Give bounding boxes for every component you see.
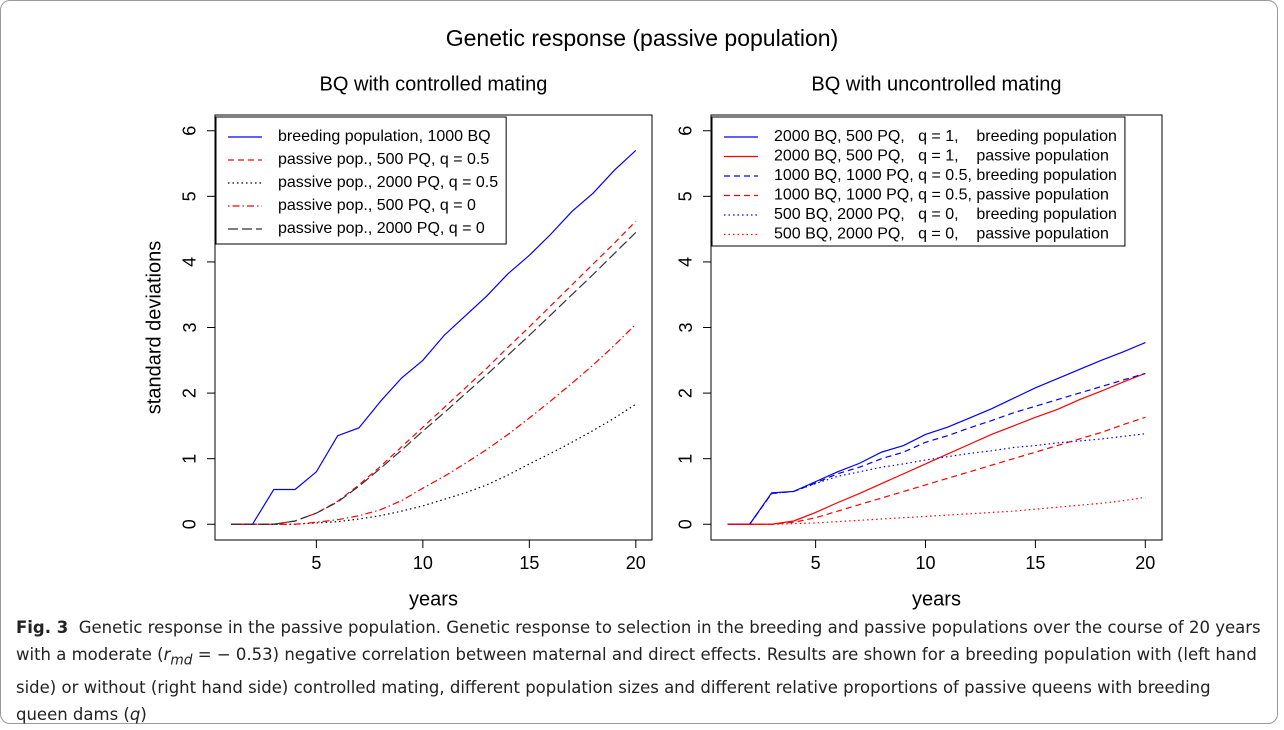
figure-title: Genetic response (passive population)	[446, 25, 839, 51]
legend-label: passive pop., 2000 PQ, q = 0.5	[278, 174, 498, 191]
series-line	[727, 416, 1146, 525]
legend-label: passive pop., 2000 PQ, q = 0	[278, 220, 485, 237]
series-line	[727, 372, 1146, 525]
series-line	[231, 403, 637, 525]
x-tick-label: 10	[915, 553, 935, 573]
caption-text: )	[140, 705, 147, 725]
y-tick-label: 2	[676, 388, 696, 398]
legend-label: 2000 BQ, 500 PQ, q = 1, breeding populat…	[774, 128, 1117, 145]
x-axis-label: years	[912, 588, 961, 610]
legend-label: 500 BQ, 2000 PQ, q = 0, breeding populat…	[774, 206, 1117, 223]
series-line	[231, 149, 637, 525]
y-tick-label: 6	[180, 126, 200, 136]
legend-box	[215, 116, 507, 245]
legend-box	[711, 116, 1126, 247]
legend-label: breeding population, 1000 BQ	[278, 128, 491, 145]
y-tick-label: 6	[676, 126, 696, 136]
x-tick-label: 5	[811, 553, 821, 573]
y-tick-label: 4	[676, 257, 696, 267]
series-line	[727, 372, 1146, 525]
y-tick-label: 3	[180, 322, 200, 332]
figure: Genetic response (passive population) BQ…	[143, 25, 1163, 610]
legend-label: passive pop., 500 PQ, q = 0	[278, 197, 476, 214]
series-line	[727, 342, 1146, 525]
caption-math: r	[163, 645, 171, 664]
y-tick-label: 1	[180, 454, 200, 464]
y-tick-label: 0	[676, 519, 696, 529]
caption-math: q	[129, 705, 141, 725]
y-tick-label: 2	[180, 388, 200, 398]
x-tick-label: 5	[311, 553, 321, 573]
caption-label: Fig. 3	[16, 618, 69, 637]
legend-label: 1000 BQ, 1000 PQ, q = 0.5, passive popul…	[774, 187, 1109, 204]
series-line	[727, 433, 1146, 525]
series-line	[231, 220, 637, 525]
x-tick-label: 20	[1135, 553, 1155, 573]
y-tick-label: 0	[180, 519, 200, 529]
y-tick-label: 4	[180, 257, 200, 267]
y-axis-label: standard deviations	[143, 241, 165, 414]
x-tick-label: 15	[1025, 553, 1045, 573]
series-line	[231, 231, 637, 525]
legend-label: 500 BQ, 2000 PQ, q = 0, passive populati…	[774, 226, 1109, 243]
x-axis-label: years	[409, 588, 458, 610]
x-tick-label: 15	[519, 553, 539, 573]
legend-label: passive pop., 500 PQ, q = 0.5	[278, 151, 489, 168]
chart-title: BQ with controlled mating	[320, 73, 548, 95]
series-line	[727, 496, 1146, 525]
y-tick-label: 5	[676, 191, 696, 201]
x-tick-label: 10	[413, 553, 433, 573]
y-tick-label: 3	[676, 322, 696, 332]
legend-label: 1000 BQ, 1000 PQ, q = 0.5, breeding popu…	[774, 167, 1117, 184]
caption-text: Genetic response in the passive populati…	[16, 618, 1261, 664]
series-line	[231, 323, 637, 525]
caption-math: md	[170, 652, 193, 669]
y-tick-label: 1	[676, 454, 696, 464]
x-tick-label: 20	[626, 553, 646, 573]
caption: Fig. 3 Genetic response in the passive p…	[16, 614, 1266, 728]
caption-text: = − 0.53) negative correlation between m…	[16, 645, 1257, 725]
chart-title: BQ with uncontrolled mating	[811, 73, 1061, 95]
y-tick-label: 5	[180, 191, 200, 201]
legend-label: 2000 BQ, 500 PQ, q = 1, passive populati…	[774, 148, 1109, 165]
